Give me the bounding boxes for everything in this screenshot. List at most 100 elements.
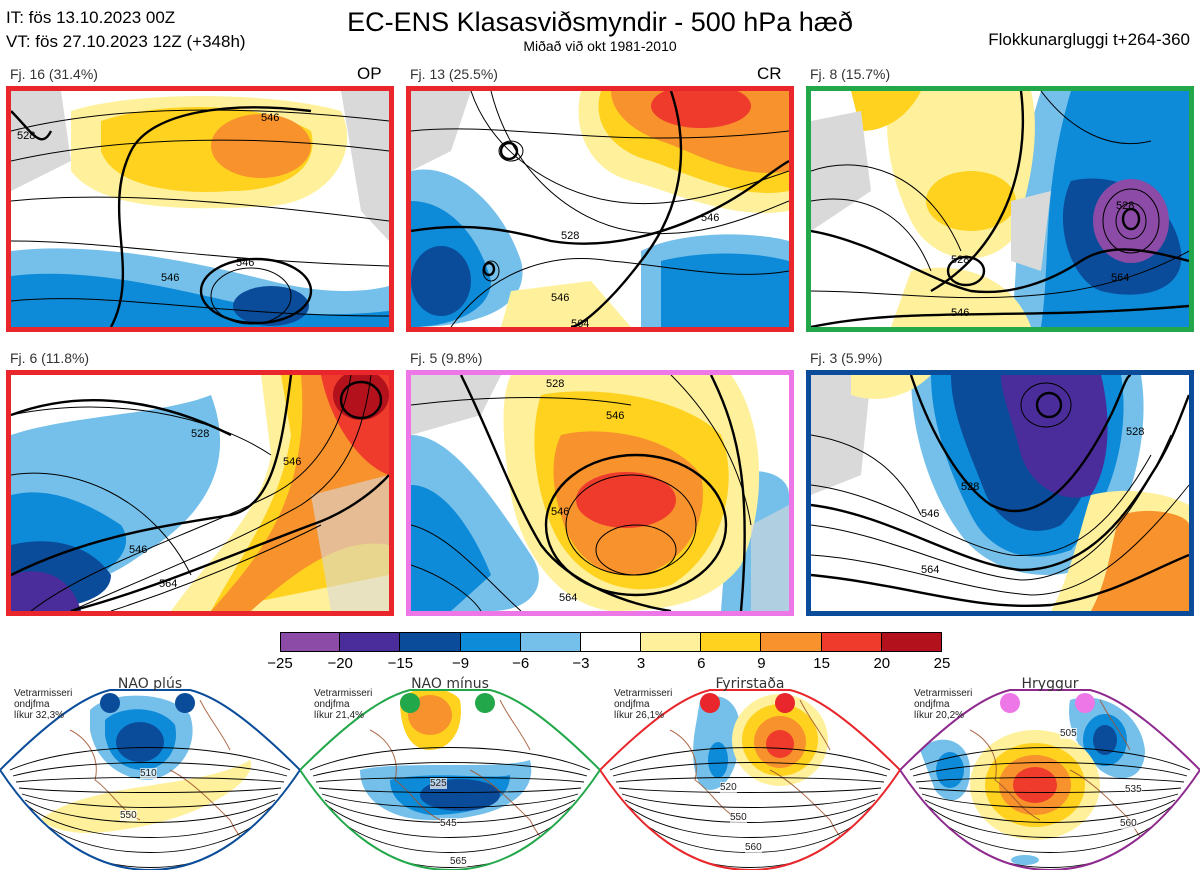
regime-marker-dot bbox=[100, 693, 120, 713]
regime-contour-label: 550 bbox=[730, 812, 747, 823]
colorbar-tick-label: 9 bbox=[757, 655, 766, 672]
colorbar-segment bbox=[580, 632, 642, 652]
cluster-map-panel-3: 528 528 546 564 bbox=[806, 86, 1194, 332]
header-issue-info: IT: fös 13.10.2023 00Z VT: fös 27.10.202… bbox=[6, 6, 246, 54]
regime-note-line: Vetrarmisseri bbox=[614, 688, 673, 699]
regime-note: Vetrarmisseri ondjfma líkur 26,1% bbox=[614, 688, 672, 721]
panel-2-contour-label-d: 546 bbox=[701, 212, 719, 224]
panel-4-label: Fj. 6 (11.8%) bbox=[10, 350, 90, 366]
colorbar-tick-label: −15 bbox=[387, 655, 414, 672]
regime-name: Fyrirstaða bbox=[715, 676, 785, 692]
valid-time: VT: fös 27.10.2023 12Z (+348h) bbox=[6, 32, 246, 51]
regime-note-line: Vetrarmisseri bbox=[314, 688, 373, 699]
panel-6-contour-label-c: 564 bbox=[921, 564, 939, 576]
panel-5-label: Fj. 5 (9.8%) bbox=[410, 350, 483, 366]
regime-contour-label: 560 bbox=[745, 842, 762, 853]
colorbar-segment bbox=[400, 632, 461, 652]
panel-2-contour-label-a: 528 bbox=[561, 230, 579, 242]
regime-note-line: ondjfma bbox=[614, 699, 650, 710]
panel-6-contour-label-b: 546 bbox=[921, 508, 939, 520]
regime-name: NAO plús bbox=[117, 676, 183, 692]
regime-note: Vetrarmisseri ondjfma líkur 32,3% bbox=[14, 688, 72, 721]
regime-name: Hryggur bbox=[1021, 676, 1079, 692]
panel-5-contour-label-b: 546 bbox=[606, 410, 624, 422]
anomaly-colorbar bbox=[280, 632, 942, 652]
regime-contour-label: 510 bbox=[140, 768, 157, 779]
regime-note-line: líkur 26,1% bbox=[614, 710, 665, 721]
colorbar-tick-label: −25 bbox=[267, 655, 293, 672]
regime-marker-dot bbox=[775, 693, 795, 713]
panel-6-contour-label-d: 528 bbox=[1126, 426, 1144, 438]
panel-3-label: Fj. 8 (15.7%) bbox=[810, 66, 891, 82]
regime-contour-label: 520 bbox=[720, 782, 737, 793]
regime-note-line: líkur 21,4% bbox=[314, 710, 365, 721]
regime-contour-label: 560 bbox=[1120, 818, 1137, 829]
regime-note-line: Vetrarmisseri bbox=[914, 688, 973, 699]
panel-3-contour-label-b: 528 bbox=[951, 254, 969, 266]
colorbar-segment bbox=[641, 632, 702, 652]
regime-marker-dot bbox=[400, 693, 420, 713]
regime-contour-label: 535 bbox=[1125, 784, 1142, 795]
cluster-map-panel-1: 546 546 528 546 bbox=[6, 86, 394, 332]
regime-contour-label: 505 bbox=[1060, 728, 1077, 739]
regime-note-line: Vetrarmisseri bbox=[14, 688, 73, 699]
regime-nao-minus: 525 545 565 NAO mínus Vetrarmisseri ondjfma lí… bbox=[298, 670, 602, 872]
panel-1-contour-label-d: 546 bbox=[161, 272, 179, 284]
regime-map bbox=[298, 670, 602, 875]
panel-1-contour-label-c: 528 bbox=[17, 130, 35, 142]
colorbar-tick-label: −6 bbox=[512, 655, 530, 672]
regime-map bbox=[0, 670, 302, 875]
cluster-map-panel-6: 528 546 564 528 bbox=[806, 370, 1194, 616]
regime-note-line: líkur 32,3% bbox=[14, 710, 65, 721]
colorbar-tick-label: 20 bbox=[873, 655, 891, 672]
regime-note-line: ondjfma bbox=[14, 699, 50, 710]
panel-2-label: Fj. 13 (25.5%) bbox=[410, 66, 498, 82]
page-title: EC-ENS Klasasviðsmyndir - 500 hPa hæð bbox=[347, 7, 853, 37]
regime-marker-dot bbox=[475, 693, 495, 713]
colorbar-segment bbox=[340, 632, 401, 652]
cluster-map-1: 546 546 528 546 bbox=[11, 91, 389, 327]
panel-6-contour-label-a: 528 bbox=[961, 481, 979, 493]
regime-marker-dot bbox=[700, 693, 720, 713]
colorbar-tick-label: 6 bbox=[697, 655, 706, 672]
regime-marker-dot bbox=[1075, 693, 1095, 713]
colorbar-segment bbox=[520, 632, 581, 652]
regime-ridge: 505 535 560 Hryggur Vetrarmisseri ondjfma líku… bbox=[898, 670, 1200, 872]
colorbar-tick-label: 25 bbox=[933, 655, 951, 672]
cluster-map-panel-2: 528 546 564 546 bbox=[406, 86, 794, 332]
cluster-map-3: 528 528 546 564 bbox=[811, 91, 1189, 327]
classification-window: Flokkunargluggi t+264-360 bbox=[988, 30, 1190, 49]
regime-contour-label: 565 bbox=[450, 856, 467, 867]
cluster-map-panel-5: 528 546 564 546 bbox=[406, 370, 794, 616]
panel-5-contour-label-c: 564 bbox=[559, 592, 577, 604]
colorbar-tick-label: 15 bbox=[813, 655, 830, 672]
regime-contour-label: 545 bbox=[440, 818, 457, 829]
cluster-map-6: 528 546 564 528 bbox=[811, 375, 1189, 611]
colorbar-segment bbox=[701, 632, 762, 652]
colorbar-tick-label: −20 bbox=[327, 655, 353, 672]
regime-name: NAO mínus bbox=[411, 676, 489, 692]
panel-2-contour-label-c: 564 bbox=[571, 318, 589, 327]
panel-5-contour-label-a: 528 bbox=[546, 378, 564, 390]
panel-3-contour-label-c: 546 bbox=[951, 307, 969, 319]
colorbar-tick-label: −9 bbox=[451, 655, 470, 672]
panel-4-contour-label-c: 564 bbox=[159, 578, 177, 590]
panel-1-label: Fj. 16 (31.4%) bbox=[10, 66, 98, 82]
regime-nao-plus: 510 550 NAO plús Vetrarmisseri ondjfma líkur … bbox=[0, 670, 302, 872]
regime-note: Vetrarmisseri ondjfma líkur 20,2% bbox=[914, 688, 972, 721]
page-subtitle: Miðað við okt 1981-2010 bbox=[523, 38, 677, 54]
colorbar-segment bbox=[460, 632, 521, 652]
panel-3-contour-label-a: 528 bbox=[1116, 200, 1134, 212]
cluster-map-panel-4: 528 546 564 546 bbox=[6, 370, 394, 616]
panel-5-contour-label-d: 546 bbox=[551, 506, 569, 518]
regime-contour-label: 525 bbox=[430, 778, 447, 789]
colorbar-segment bbox=[821, 632, 882, 652]
regime-marker-dot bbox=[175, 693, 195, 713]
regime-contour-label: 550 bbox=[120, 810, 137, 821]
panel-4-contour-label-b: 546 bbox=[129, 544, 147, 556]
colorbar-segment bbox=[761, 632, 822, 652]
panel-1-tag: OP bbox=[357, 64, 382, 83]
regime-note-line: líkur 20,2% bbox=[914, 710, 965, 721]
colorbar-tick-label: 3 bbox=[636, 655, 646, 672]
cluster-map-5: 528 546 564 546 bbox=[411, 375, 789, 611]
